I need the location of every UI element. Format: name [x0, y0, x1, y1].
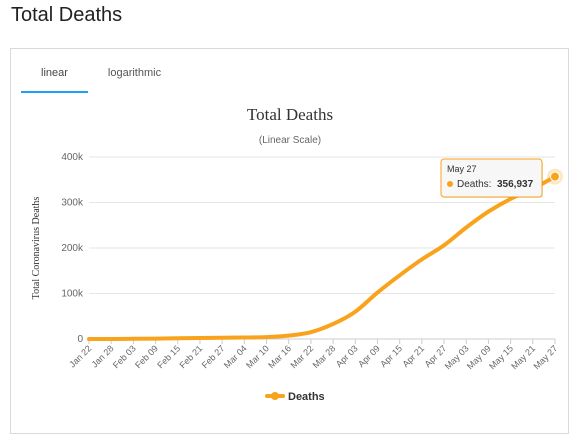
tooltip-value: 356,937	[497, 179, 534, 190]
y-tick-label: 100k	[61, 289, 84, 300]
x-tick-label: Feb 27	[200, 343, 227, 370]
series-line-deaths	[87, 174, 557, 341]
x-tick-label: Feb 03	[111, 343, 138, 370]
x-tick-label: Feb 21	[177, 343, 204, 370]
tooltip-date: May 27	[447, 164, 477, 174]
y-tick-label: 200k	[61, 243, 84, 254]
chart-area: Total Deaths (Linear Scale) 0 100k 200k 300k 4…	[11, 49, 570, 435]
x-tick-label: Jan 28	[89, 343, 115, 369]
chart-subtitle: (Linear Scale)	[259, 135, 321, 146]
y-axis-label: Total Coronavirus Deaths	[31, 197, 42, 300]
chart-panel: Total Deaths (Linear Scale) 0 100k 200k 300k 4…	[10, 48, 569, 434]
x-tick-label: Mar 16	[266, 343, 293, 370]
x-tick-label: May 27	[531, 343, 559, 371]
x-tick-label: Apr 03	[334, 343, 360, 369]
y-tick-label: 400k	[61, 152, 84, 163]
x-tick-label: Apr 09	[356, 343, 382, 369]
scale-tabs: linear logarithmic	[21, 59, 181, 93]
tab-logarithmic[interactable]: logarithmic	[107, 67, 162, 79]
x-tick-label: Mar 22	[288, 343, 315, 370]
y-tick-label: 300k	[61, 198, 84, 209]
hover-point	[550, 171, 560, 182]
x-tick-label: Apr 21	[400, 343, 426, 369]
tooltip-label: Deaths:	[457, 179, 491, 190]
tooltip-bullet	[447, 181, 453, 187]
x-tick-label: Feb 15	[155, 343, 182, 370]
y-tick-label: 0	[77, 334, 83, 345]
legend-swatch-marker	[271, 392, 279, 400]
tooltip-box	[440, 158, 543, 198]
x-tick-label: Jan 22	[67, 343, 93, 369]
page-title: Total Deaths	[11, 4, 123, 26]
x-tick-label: Mar 04	[222, 343, 249, 370]
x-tick-label: Mar 10	[244, 343, 271, 370]
legend-item-deaths: Deaths	[288, 391, 325, 403]
line-chart: Total Deaths (Linear Scale) 0 100k 200k 300k 4…	[31, 105, 563, 403]
x-tick-label: Feb 09	[133, 343, 160, 370]
x-tick-label: Apr 15	[378, 343, 404, 369]
chart-title: Total Deaths	[247, 105, 333, 124]
x-tick-label: Mar 28	[311, 343, 338, 370]
tab-linear[interactable]: linear	[21, 59, 88, 93]
